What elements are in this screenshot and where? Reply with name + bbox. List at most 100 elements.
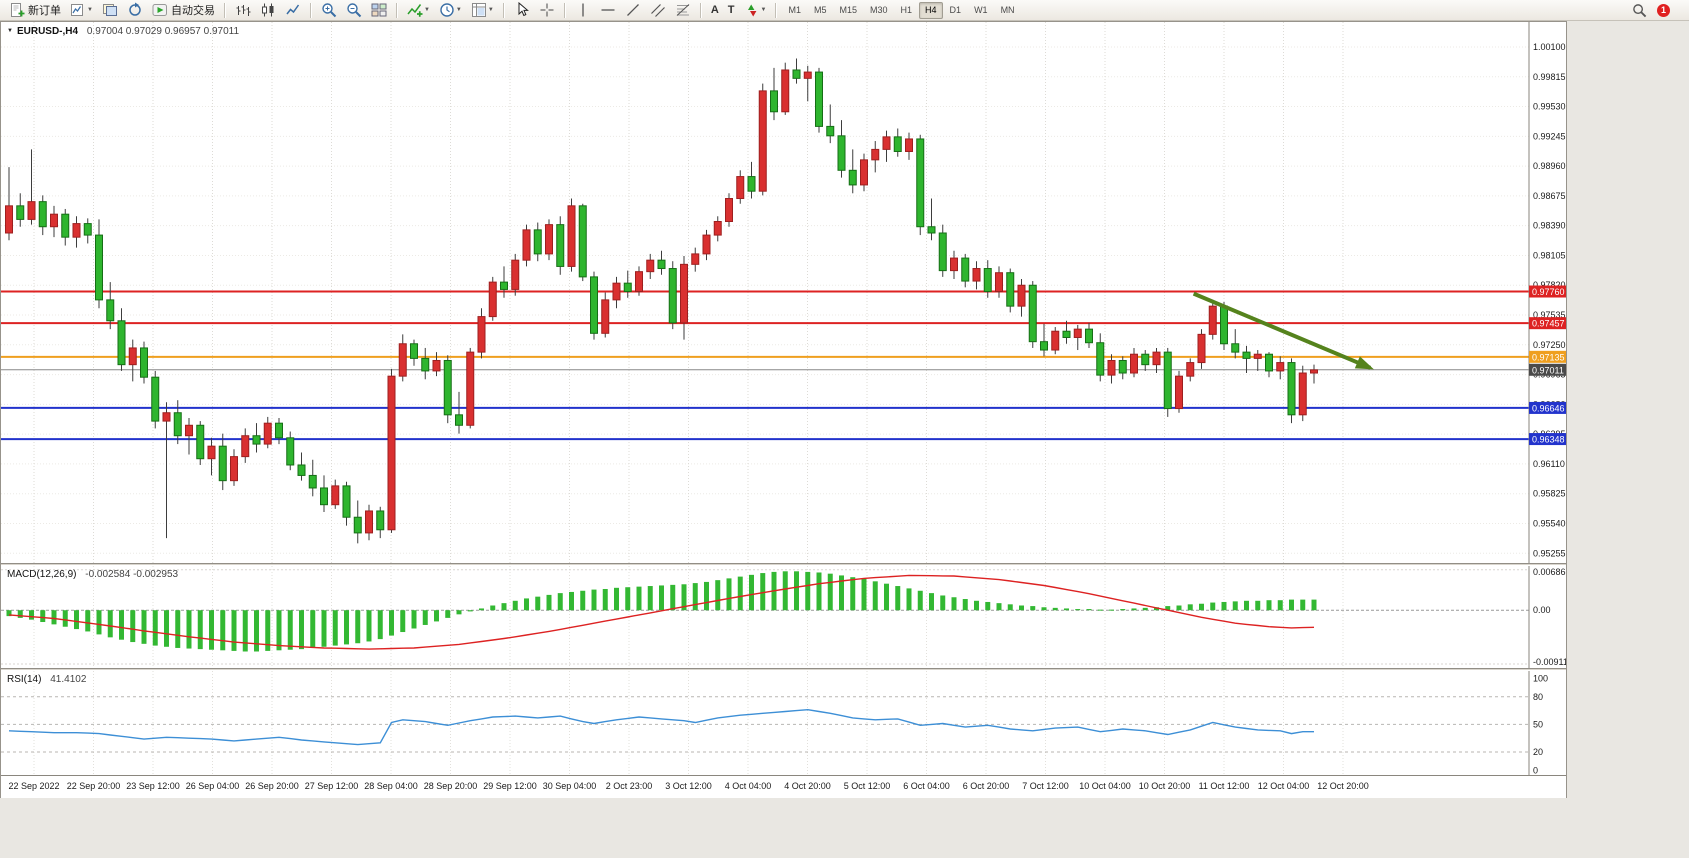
price-tags: 0.97760 0.97457 0.97135 0.97011 0.96646 0.963… — [1529, 285, 1566, 446]
ohlc-values: 0.97004 0.97029 0.96957 0.97011 — [86, 26, 240, 37]
macd-signal-line — [8, 574, 1315, 650]
auto-trading-label: 自动交易 — [170, 5, 215, 17]
macd-histogram — [6, 571, 1317, 652]
candlestick-chart-button[interactable] — [256, 0, 280, 21]
equidistant-channel-icon — [650, 4, 665, 17]
svg-text:0.97135: 0.97135 — [1532, 352, 1565, 362]
svg-text:0.97011: 0.97011 — [1532, 365, 1564, 375]
toolbar-separator — [563, 2, 566, 18]
macd-name: MACD(12,26,9) — [7, 569, 77, 580]
svg-text:0.95540: 0.95540 — [1533, 518, 1566, 528]
time-axis[interactable]: 22 Sep 2022 22 Sep 20:00 23 Sep 12:00 26 Se… — [1, 775, 1566, 798]
svg-text:0: 0 — [1533, 765, 1538, 775]
toolbar-separator — [502, 2, 505, 18]
text-tool-icon: A — [710, 4, 719, 16]
timeframe-button-m1[interactable]: M1 — [788, 4, 801, 15]
dropdown-caret-icon: ▼ — [455, 7, 462, 13]
crosshair-button[interactable] — [535, 0, 559, 21]
time-axis-label: 22 Sep 20:00 — [66, 781, 121, 791]
new-order-button[interactable]: 新订单 — [5, 0, 65, 21]
toolbar-separator — [395, 2, 398, 18]
svg-text:0.98390: 0.98390 — [1533, 221, 1566, 231]
svg-text:-0.009114: -0.009114 — [1533, 657, 1566, 667]
svg-text:50: 50 — [1533, 719, 1543, 729]
auto-trading-icon — [152, 4, 167, 16]
trendline-icon — [626, 4, 639, 16]
cursor-icon — [518, 2, 529, 17]
macd-axis-labels: 0.006868 0.00 -0.009114 — [1528, 566, 1566, 668]
trend-arrow[interactable] — [1192, 291, 1374, 370]
time-axis-label: 27 Sep 12:00 — [304, 781, 359, 791]
macd-panel[interactable]: 0.006868 0.00 -0.009114 — [1, 566, 1566, 668]
svg-text:20: 20 — [1533, 747, 1543, 757]
bar-chart-button[interactable] — [231, 0, 255, 21]
timeframe-button-h1[interactable]: H1 — [900, 4, 913, 15]
time-axis-label: 6 Oct 04:00 — [903, 781, 950, 791]
timeframe-button-m30[interactable]: M30 — [870, 4, 888, 15]
periods-button[interactable]: ▼ — [435, 0, 466, 21]
one-click-trading-caret-icon[interactable]: ▼ — [7, 28, 13, 34]
toolbar-separator — [699, 2, 702, 18]
text-label-tool-icon: T — [727, 4, 735, 16]
refresh-button[interactable] — [123, 0, 147, 21]
horizontal-line-button[interactable] — [596, 0, 620, 21]
zoom-out-icon — [347, 3, 362, 18]
timeframe-toolbar: M1 M5 M15 M30 H1 H4 D1 W1 MN — [782, 1, 1020, 19]
fibonacci-button[interactable] — [671, 0, 695, 21]
auto-trading-button[interactable]: 自动交易 — [148, 0, 219, 21]
text-button[interactable]: A — [707, 0, 723, 21]
refresh-icon — [129, 2, 141, 16]
equidistant-channel-button[interactable] — [646, 0, 670, 21]
timeframe-button-w1[interactable]: W1 — [974, 4, 988, 15]
timeframe-button-h4[interactable]: H4 — [919, 1, 943, 19]
time-axis-label: 2 Oct 23:00 — [605, 781, 653, 791]
svg-text:0.95825: 0.95825 — [1533, 489, 1566, 499]
zoom-in-icon — [322, 3, 337, 18]
templates-button[interactable]: ▼ — [467, 0, 498, 21]
svg-text:1.00100: 1.00100 — [1533, 42, 1566, 52]
price-axis[interactable] — [1527, 22, 1566, 775]
svg-text:0.99815: 0.99815 — [1533, 72, 1566, 82]
indicators-button[interactable]: ▼ — [403, 0, 434, 21]
line-chart-button[interactable] — [281, 0, 305, 21]
toolbar-separator — [775, 2, 778, 18]
new-order-icon — [11, 3, 25, 17]
profiles-button[interactable] — [98, 0, 122, 21]
cursor-button[interactable] — [510, 0, 534, 21]
time-axis-label: 10 Oct 04:00 — [1079, 781, 1131, 791]
timeframe-button-mn[interactable]: MN — [1000, 4, 1015, 15]
panel-divider[interactable] — [1, 563, 1566, 566]
timeframe-button-m15[interactable]: M15 — [839, 4, 857, 15]
time-axis-label: 26 Sep 20:00 — [245, 781, 299, 791]
rsi-panel[interactable]: 100 80 50 20 0 — [1, 671, 1566, 775]
svg-text:0.97457: 0.97457 — [1532, 319, 1565, 329]
svg-text:0.98105: 0.98105 — [1533, 250, 1566, 260]
macd-values: -0.002584 -0.002953 — [85, 569, 179, 580]
tile-windows-button[interactable] — [367, 0, 391, 21]
time-axis-label: 29 Sep 12:00 — [483, 781, 537, 791]
main-chart-panel[interactable]: 1.00100 0.99815 0.99530 0.99245 0.98960 0.986… — [1, 22, 1566, 563]
svg-text:0.97820: 0.97820 — [1533, 280, 1566, 290]
dropdown-caret-icon: ▼ — [760, 7, 767, 13]
panel-divider[interactable] — [1, 668, 1566, 671]
symbol-label: EURUSD-,H4 — [16, 26, 79, 37]
zoom-in-button[interactable] — [317, 0, 341, 21]
new-chart-icon — [71, 4, 83, 16]
time-axis-label: 30 Sep 04:00 — [542, 781, 597, 791]
indicators-icon — [407, 4, 423, 17]
tile-windows-icon — [371, 3, 387, 17]
chart-window-eurusd-h4: ▼ EURUSD-,H4 0.97004 0.97029 0.96957 0.97… — [0, 21, 1567, 798]
timeframe-button-m5[interactable]: M5 — [813, 4, 827, 15]
time-axis-label: 4 Oct 20:00 — [784, 781, 831, 791]
timeframe-button-d1[interactable]: D1 — [949, 4, 962, 15]
arrows-button[interactable]: ▼ — [740, 0, 771, 21]
vertical-line-button[interactable] — [571, 0, 595, 21]
svg-text:0.98960: 0.98960 — [1533, 161, 1566, 171]
zoom-out-button[interactable] — [342, 0, 366, 21]
new-chart-button[interactable]: ▼ — [66, 0, 97, 21]
rsi-grid — [1, 671, 1529, 775]
text-label-button[interactable]: T — [724, 0, 739, 21]
search-button[interactable] — [1628, 0, 1651, 21]
trendline-button[interactable] — [621, 0, 645, 21]
notifications-badge[interactable]: 1 — [1657, 3, 1670, 17]
